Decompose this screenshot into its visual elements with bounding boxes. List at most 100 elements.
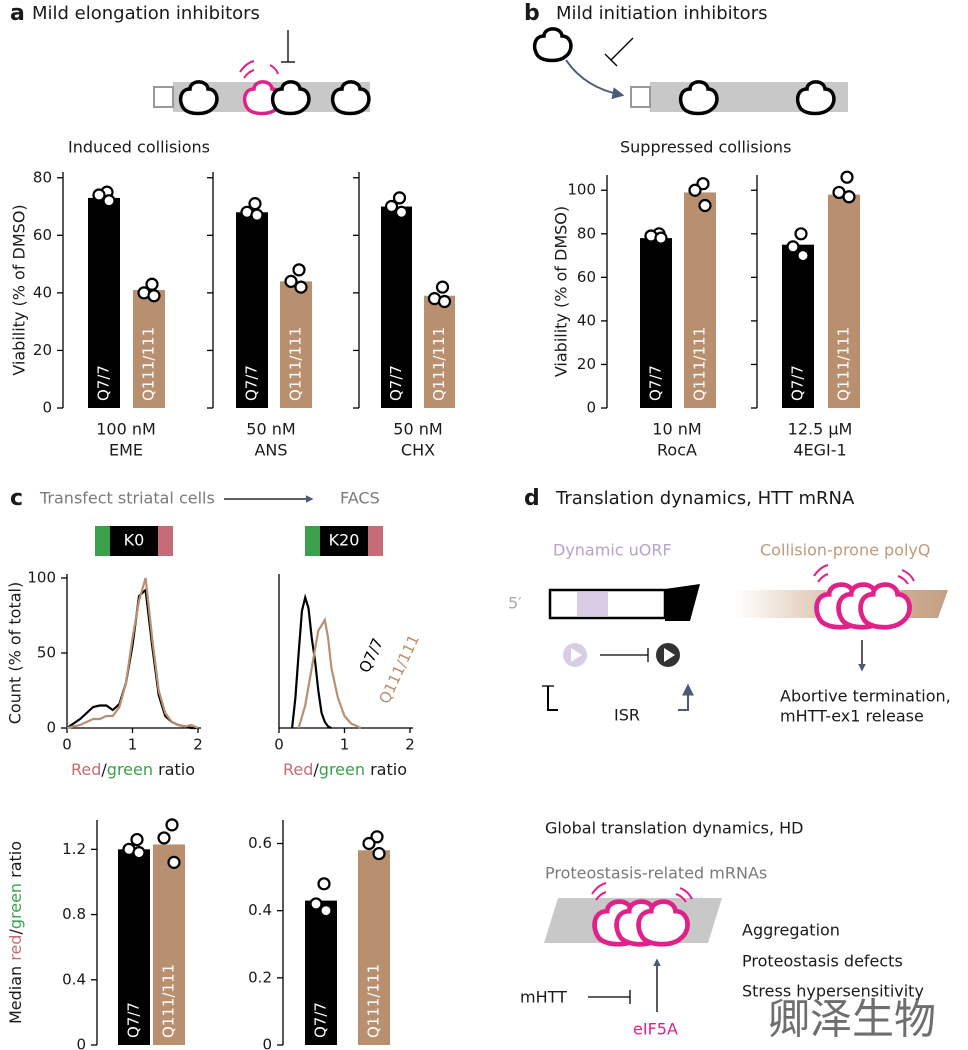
bar [828,194,860,408]
axis-label: Count (% of total) [6,582,25,724]
panel-title: Mild elongation inhibitors [32,3,260,24]
bar [424,295,455,408]
reporter-label: K0 [124,531,145,550]
replicate-point [786,240,800,254]
y-tick-label: 0.4 [62,970,86,988]
step-label: FACS [340,489,380,508]
label-part: / [313,760,319,779]
category-label: Q7/7 [125,1002,143,1038]
x-label: ANS [254,441,287,460]
category-label: Q111/111 [691,327,709,401]
label-part: Median [6,961,25,1024]
category-label: Q7/7 [647,365,665,401]
category-label: Q7/7 [387,365,405,401]
axis-label: Red/green ratio [283,760,407,779]
axis-label: Median red/green ratio [6,841,25,1024]
y-tick-label: 0.6 [248,834,272,852]
axis-label: Red/green ratio [71,760,195,779]
y-tick-label: 20 [33,341,52,359]
bar [358,850,390,1045]
label-part: / [101,760,107,779]
reporter-k20 [305,526,383,556]
section-title: Global translation dynamics, HD [545,819,804,838]
bar [280,281,312,408]
bar [381,206,412,408]
outcome: mHTT-ex1 release [780,707,924,726]
bar [782,244,814,408]
x-label: 100 nM [96,420,156,439]
replicate-point [157,831,171,845]
replicate-point [250,208,264,222]
category-label: Q7/7 [789,365,807,401]
x-tick-label: 0 [274,736,284,754]
label-part: green [6,883,25,929]
x-label: 50 nM [246,420,295,439]
bar [684,192,716,408]
subtitle: Suppressed collisions [620,138,791,157]
label-part: Red [71,760,101,779]
y-tick-label: 0 [586,399,596,417]
htt-diagram [542,564,948,711]
histogram-line [297,617,362,730]
watermark: 卿泽生物 [768,995,936,1044]
bar [305,900,337,1045]
outcome: Abortive termination, [780,687,951,706]
replicate-point [796,248,810,263]
y-tick-label: 0 [46,719,56,737]
effect: Aggregation [742,921,840,940]
initiation-diagram [532,27,848,116]
category-label: Q111/111 [835,327,853,401]
eif5a-label: eIF5A [633,1020,678,1039]
replicate-point [654,231,668,245]
replicate-point [130,832,144,847]
y-tick-label: 0.2 [248,968,272,986]
replicate-point [372,846,386,861]
y-tick-label: 60 [33,226,52,244]
replicate-point [435,280,450,294]
replicate-point [794,227,808,241]
bar [236,212,268,408]
replicate-point [284,274,298,288]
replicate-point [394,205,409,219]
global-diagram [544,882,722,1012]
category-label: Q111/111 [430,327,448,401]
y-tick-label: 0 [76,1036,86,1050]
x-label: 12.5 μM [788,420,853,439]
label-part: ratio [6,841,25,883]
replicate-point [384,199,399,214]
label-part: ratio [153,760,195,779]
x-tick-label: 0 [62,736,72,754]
panel-letter: b [524,1,540,26]
mhtt-label: mHTT [520,988,567,1007]
x-label: 4EGI-1 [793,441,846,460]
isr-label: ISR [614,706,640,725]
x-label: RocA [657,441,697,460]
effect: Stress hypersensitivity [742,982,924,1001]
axis-label: Viability (% of DMSO) [10,204,29,375]
effect: Proteostasis defects [742,952,903,971]
replicate-point [840,170,854,184]
y-tick-label: 40 [577,311,596,329]
replicate-point [362,836,376,851]
legend-label: Q7/7 [355,635,387,675]
x-tick-label: 2 [405,736,415,754]
replicate-point [294,280,308,294]
bar [153,844,185,1045]
label-part: green [319,760,365,779]
x-tick-label: 1 [128,736,138,754]
replicate-point [842,190,856,204]
y-tick-label: 0.4 [248,901,272,919]
five-prime: 5′ [508,594,522,613]
panel-title: Translation dynamics, HTT mRNA [555,488,855,509]
label-part: red [6,935,25,961]
label-part: ratio [365,760,407,779]
replicate-point [309,897,323,911]
step-label: Transfect striatal cells [39,489,215,508]
histogram-line [66,577,199,730]
replicate-point [132,846,146,860]
y-tick-label: 1.2 [62,840,86,858]
y-tick-label: 0.8 [62,905,86,923]
category-label: Q111/111 [365,964,383,1038]
axis-label: Viability (% of DMSO) [552,206,571,377]
